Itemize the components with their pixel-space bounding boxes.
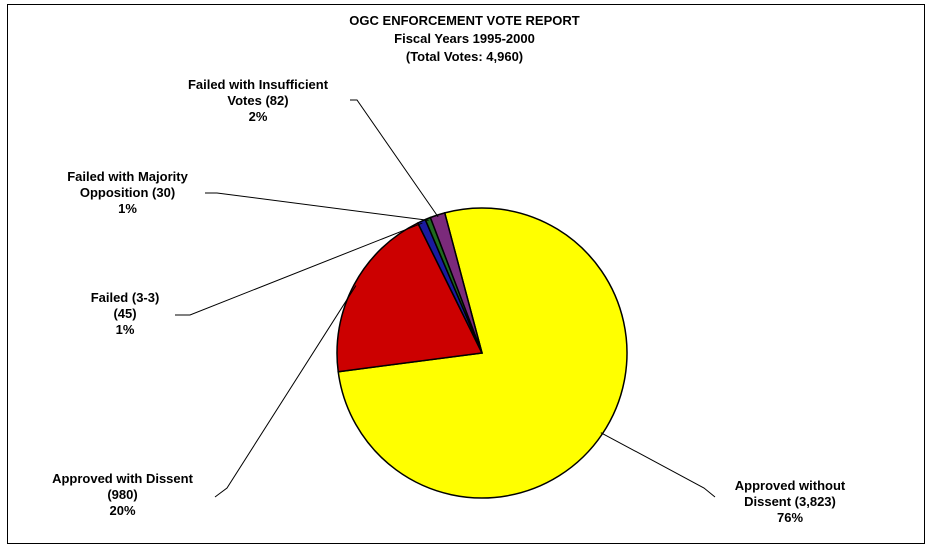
label-failed-3-3: Failed (3-3) (45) 1%	[90, 290, 160, 337]
leader-line-failed-majority	[205, 192, 429, 221]
chart-subtitle: Fiscal Years 1995-2000	[394, 31, 535, 46]
leader-line-failed-3-3	[175, 222, 423, 316]
chart-title: OGC ENFORCEMENT VOTE REPORT	[349, 13, 580, 28]
pie-slice-approved-with-dissent	[336, 221, 484, 373]
leader-line-approved-without-dissent	[600, 432, 716, 498]
label-approved-without-dissent: Approved without Dissent (3,823) 76%	[734, 478, 846, 525]
pie-slice-failed-insufficient	[429, 211, 483, 354]
label-failed-insufficient-votes: Failed with Insufficient Votes (82) 2%	[187, 77, 329, 124]
leader-line-approved-with-dissent	[214, 285, 357, 498]
leader-line-failed-insufficient	[350, 99, 439, 218]
chart-total-votes: (Total Votes: 4,960)	[405, 49, 524, 64]
label-approved-with-dissent: Approved with Dissent (980) 20%	[52, 471, 193, 518]
label-failed-majority-opposition: Failed with Majority Opposition (30) 1%	[67, 169, 188, 216]
